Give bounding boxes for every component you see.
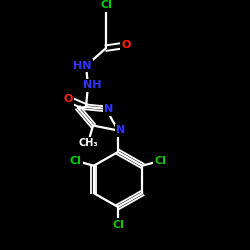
Text: O: O bbox=[63, 94, 73, 104]
Text: NH: NH bbox=[83, 80, 101, 90]
Text: Cl: Cl bbox=[154, 156, 166, 166]
Text: N: N bbox=[116, 126, 126, 136]
Text: Cl: Cl bbox=[70, 156, 82, 166]
Text: O: O bbox=[121, 40, 131, 50]
Text: N: N bbox=[104, 104, 114, 114]
Text: HN: HN bbox=[73, 61, 91, 71]
Text: Cl: Cl bbox=[100, 0, 112, 10]
Text: Cl: Cl bbox=[112, 220, 124, 230]
Text: CH₃: CH₃ bbox=[78, 138, 98, 148]
